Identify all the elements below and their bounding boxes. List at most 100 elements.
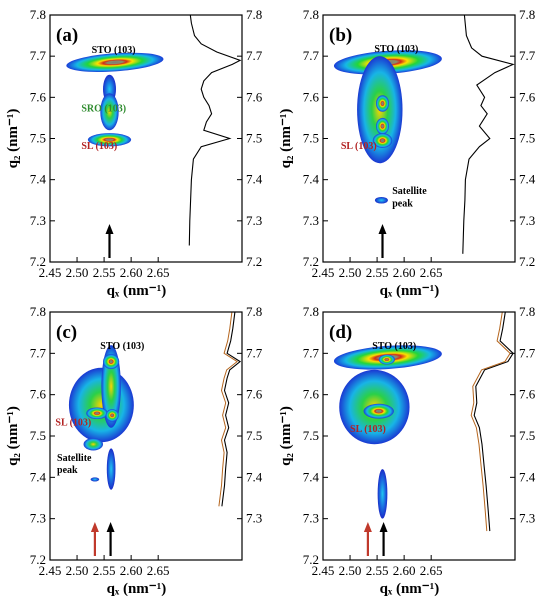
x-tick-label: 2.65: [147, 265, 170, 280]
peak-annotation: Satellite: [57, 453, 92, 464]
profile-fit-line: [470, 311, 511, 532]
y-tick-label: 7.7: [303, 345, 320, 360]
y-tick-label: 7.2: [30, 552, 46, 567]
y-tick-label: 7.2: [30, 254, 46, 269]
y-tick-label: 7.5: [30, 428, 46, 443]
y-tick-label: 7.7: [303, 48, 320, 63]
right-y-tick-label: 7.5: [246, 131, 262, 146]
x-tick-label: 2.45: [39, 563, 62, 578]
x-tick-label: 2.50: [66, 265, 89, 280]
y-tick-label: 7.3: [30, 511, 46, 526]
x-axis-label: qₓ (nm⁻¹): [380, 283, 440, 299]
y-axis-label: q₂ (nm⁻¹): [5, 109, 21, 169]
x-tick-label: 2.50: [66, 563, 89, 578]
y-tick-label: 7.6: [30, 387, 47, 402]
peak-annotation: SL (103): [350, 424, 386, 435]
right-y-tick-label: 7.7: [246, 345, 263, 360]
y-tick-label: 7.6: [303, 387, 320, 402]
right-y-tick-label: 7.5: [246, 428, 262, 443]
peak-annotation: SL (103): [81, 141, 117, 152]
y-axis-label: q₂ (nm⁻¹): [5, 406, 21, 466]
panel-label: (a): [56, 25, 78, 46]
intensity-profile-line: [473, 311, 514, 532]
peak-annotation: SL (103): [341, 141, 377, 152]
y-tick-label: 7.5: [303, 428, 319, 443]
intensity-peak: [100, 93, 119, 131]
intensity-peak: [377, 469, 388, 519]
y-tick-label: 7.4: [303, 172, 320, 187]
right-y-tick-label: 7.3: [246, 511, 262, 526]
intensity-peak: [68, 367, 134, 443]
y-tick-label: 7.2: [303, 254, 319, 269]
right-y-tick-label: 7.8: [246, 304, 262, 319]
right-y-tick-label: 7.5: [519, 131, 535, 146]
right-y-tick-label: 7.4: [519, 172, 536, 187]
arrow-head: [378, 224, 387, 234]
x-tick-label: 2.50: [339, 265, 362, 280]
y-tick-label: 7.5: [30, 131, 46, 146]
x-tick-label: 2.60: [120, 563, 143, 578]
y-tick-label: 7.8: [303, 7, 319, 22]
peak-annotation: peak: [57, 465, 78, 476]
arrow-head: [363, 522, 372, 532]
x-tick-label: 2.45: [312, 265, 335, 280]
x-tick-label: 2.50: [339, 563, 362, 578]
intensity-profile-line: [462, 14, 515, 254]
x-tick-label: 2.45: [39, 265, 62, 280]
y-axis-label: q₂ (nm⁻¹): [278, 109, 294, 169]
intensity-peak: [378, 354, 395, 365]
intensity-peak: [376, 95, 389, 112]
plot-frame: [49, 14, 243, 263]
right-y-tick-label: 7.4: [246, 172, 263, 187]
arrow-head: [379, 522, 388, 532]
y-tick-label: 7.6: [303, 89, 320, 104]
panel-label: (d): [329, 322, 352, 343]
x-axis-label: qₓ (nm⁻¹): [107, 581, 167, 597]
y-tick-label: 7.8: [303, 304, 319, 319]
x-tick-label: 2.65: [420, 265, 443, 280]
right-y-tick-label: 7.6: [519, 89, 536, 104]
right-y-tick-label: 7.3: [246, 213, 262, 228]
x-axis-label: qₓ (nm⁻¹): [380, 581, 440, 597]
x-tick-label: 2.55: [366, 265, 389, 280]
right-y-tick-label: 7.7: [246, 48, 263, 63]
right-y-tick-label: 7.6: [246, 387, 263, 402]
right-y-tick-label: 7.7: [519, 48, 536, 63]
peak-annotation: STO (103): [374, 44, 418, 55]
x-tick-label: 2.60: [393, 563, 416, 578]
panel-label: (c): [56, 322, 77, 343]
y-tick-label: 7.7: [30, 345, 47, 360]
right-y-tick-label: 7.6: [519, 387, 536, 402]
intensity-peak: [105, 409, 119, 422]
x-tick-label: 2.65: [420, 563, 443, 578]
right-y-tick-label: 7.8: [246, 7, 262, 22]
peak-annotation: SL (103): [55, 418, 91, 429]
intensity-peak: [106, 448, 116, 490]
right-y-tick-label: 7.3: [519, 213, 535, 228]
arrow-head: [105, 224, 114, 234]
intensity-profile-line: [221, 311, 242, 507]
plot-frame: [49, 311, 243, 561]
intensity-peak: [103, 354, 120, 370]
intensity-peak: [374, 196, 388, 204]
right-y-tick-label: 7.2: [246, 254, 262, 269]
x-tick-label: 2.65: [147, 563, 170, 578]
peak-annotation: STO (103): [372, 341, 416, 352]
y-tick-label: 7.5: [303, 131, 319, 146]
intensity-peak: [376, 117, 389, 135]
peak-annotation: Satellite: [392, 186, 427, 197]
right-y-tick-label: 7.2: [519, 254, 535, 269]
rsm-panel-a: 7.2 7.3 7.4 7.5 7.6 7.7 7.8 7.2 7.3 7.4 7.5 7.6 7.7 7…: [5, 7, 263, 299]
y-tick-label: 7.4: [30, 172, 47, 187]
intensity-peak: [87, 133, 132, 147]
panel-label: (b): [329, 25, 352, 46]
x-axis-label: qₓ (nm⁻¹): [107, 283, 167, 299]
y-tick-label: 7.2: [303, 552, 319, 567]
y-axis-label: q₂ (nm⁻¹): [278, 406, 294, 466]
intensity-peak: [66, 52, 164, 72]
intensity-peak: [90, 477, 100, 482]
x-tick-label: 2.60: [120, 265, 143, 280]
y-tick-label: 7.8: [30, 7, 46, 22]
x-tick-label: 2.45: [312, 563, 335, 578]
